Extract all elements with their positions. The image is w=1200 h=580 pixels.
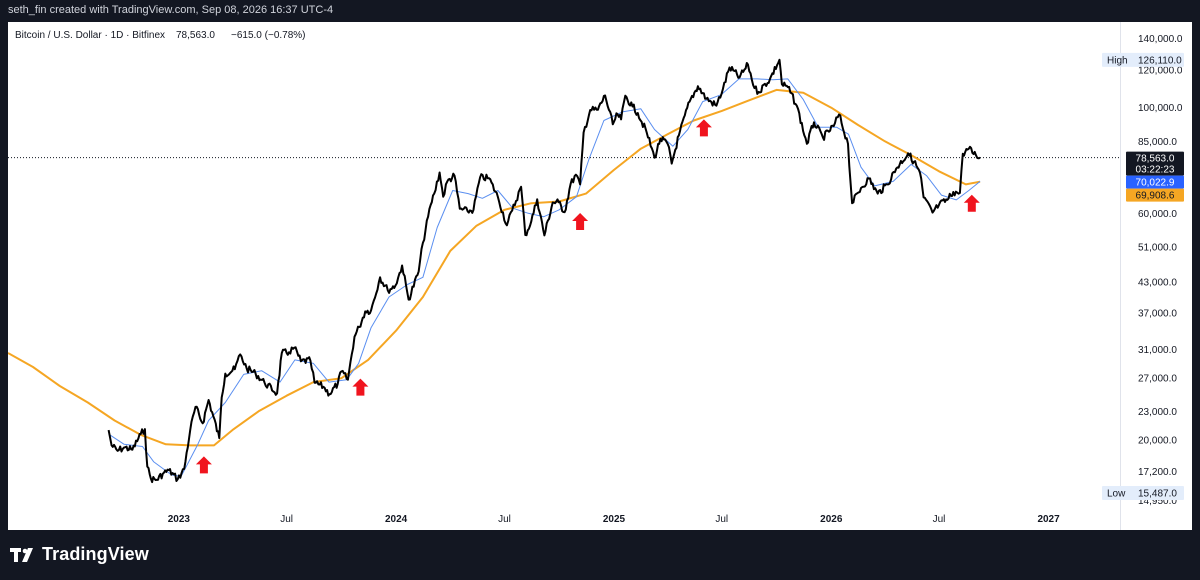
scale-separator: [1120, 22, 1121, 530]
x-tick-label: 2027: [1037, 514, 1060, 525]
attribution-text: seth_fin created with TradingView.com, S…: [8, 4, 334, 16]
y-tick-label: 120,000.0: [1138, 66, 1183, 77]
x-tick-label: Jul: [933, 514, 946, 525]
y-axis-ticks: 14,950.0 17,200.0 20,000.0 23,000.0 27,000.0…: [1138, 34, 1183, 507]
y-tick-label: 37,000.0: [1138, 309, 1177, 320]
footer-bar: TradingView: [0, 530, 1200, 580]
countdown-tag: 03:22:23: [1136, 165, 1175, 176]
last-price-tag: 78,563.0: [1136, 154, 1175, 165]
up-arrow-marker: [695, 119, 712, 137]
y-tick-label: 43,000.0: [1138, 278, 1177, 289]
up-arrow-marker: [572, 213, 589, 230]
x-tick-label: 2023: [168, 514, 191, 525]
ma-fast-value-tag-bg: [1126, 175, 1184, 189]
ma-slow-series-line: [8, 88, 981, 447]
brand-name: TradingView: [42, 544, 149, 564]
x-tick-label: Jul: [715, 514, 728, 525]
price-layer: [107, 58, 981, 484]
ma-fast-value-tag: 70,022.9: [1136, 178, 1175, 189]
y-tick-label: 85,000.0: [1138, 137, 1177, 148]
y-tick-label: 31,000.0: [1138, 345, 1177, 356]
low-tag-bg: [1102, 485, 1184, 500]
legend-symbol: Bitcoin / U.S. Dollar · 1D · Bitfinex: [15, 30, 165, 41]
y-tick-label: 51,000.0: [1138, 242, 1177, 253]
y-tick-label: 100,000.0: [1138, 103, 1183, 114]
x-tick-label: Jul: [280, 514, 293, 525]
chart-area[interactable]: 14,950.0 17,200.0 20,000.0 23,000.0 27,000.0…: [8, 22, 1192, 530]
low-tag-value: 15,487.0: [1138, 488, 1177, 499]
ma-fast-layer: [108, 78, 981, 477]
legend-change: −615.0 (−0.78%): [231, 30, 306, 41]
y-tick-label: 140,000.0: [1138, 34, 1183, 45]
y-tick-label: 14,950.0: [1138, 496, 1177, 507]
tradingview-logo[interactable]: TradingView: [10, 544, 149, 565]
y-tick-label: 60,000.0: [1138, 209, 1177, 220]
ma-slow-value-tag: 69,908.6: [1136, 191, 1175, 202]
x-tick-label: 2024: [385, 514, 408, 525]
marker-layer: [195, 119, 980, 474]
up-arrow-marker: [963, 194, 980, 212]
x-tick-label: 2025: [603, 514, 626, 525]
price-chart[interactable]: 14,950.0 17,200.0 20,000.0 23,000.0 27,000.0…: [8, 22, 1192, 530]
attribution-bar: seth_fin created with TradingView.com, S…: [0, 0, 1200, 22]
ma-fast-series-line: [108, 78, 981, 477]
x-tick-label: 2026: [820, 514, 843, 525]
low-tag-label: Low: [1107, 488, 1126, 499]
ma-slow-value-tag-bg: [1126, 188, 1184, 202]
up-arrow-marker: [352, 378, 369, 396]
y-tick-label: 27,000.0: [1138, 374, 1177, 385]
price-scale-labels: 78,563.003:22:23 70,022.9 69,908.6 High 126,…: [1102, 52, 1184, 500]
ma-slow-layer: [8, 88, 981, 447]
high-tag-bg: [1102, 52, 1184, 67]
x-tick-label: Jul: [498, 514, 511, 525]
high-tag-value: 126,110.0: [1138, 55, 1182, 66]
price-series-line: [107, 58, 981, 484]
tradingview-logo-icon: [10, 547, 33, 562]
x-axis-ticks: 2023 Jul 2024 Jul 2025 Jul 2026 Jul 2027: [168, 514, 1060, 525]
y-tick-label: 17,200.0: [1138, 467, 1177, 478]
high-tag-label: High: [1107, 55, 1128, 66]
last-price-tag-bg: [1126, 151, 1184, 176]
up-arrow-marker: [195, 456, 212, 474]
legend-last: 78,563.0: [176, 30, 215, 41]
y-tick-label: 20,000.0: [1138, 436, 1177, 447]
y-tick-label: 23,000.0: [1138, 407, 1177, 418]
